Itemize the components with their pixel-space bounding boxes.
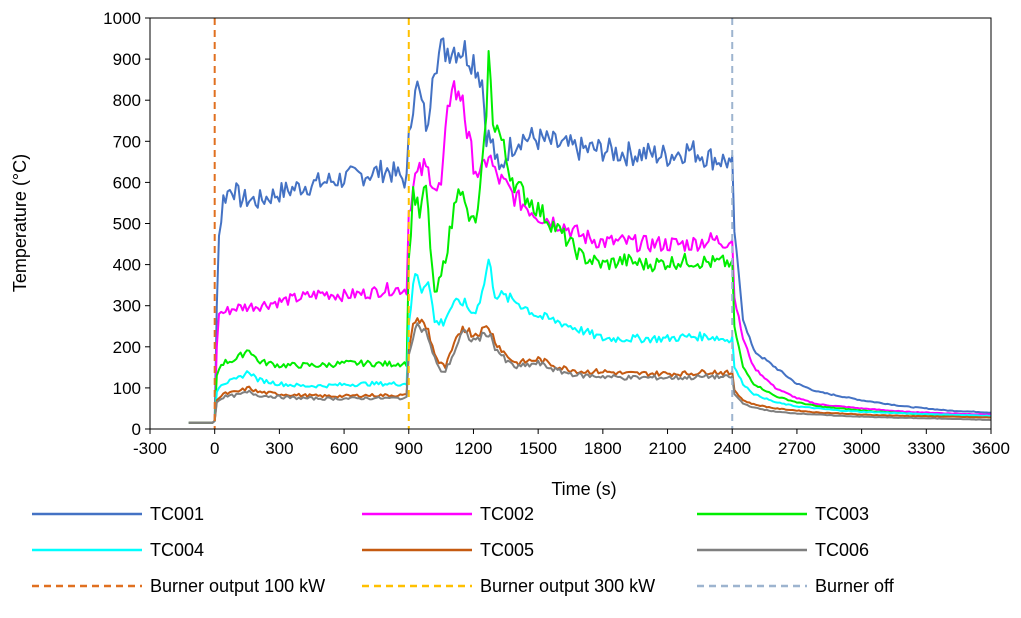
y-tick-label: 900 — [113, 50, 141, 69]
y-tick-label: 200 — [113, 338, 141, 357]
x-tick-label: -300 — [133, 439, 167, 458]
legend-label: Burner output 300 kW — [480, 576, 655, 596]
legend-item: TC004 — [32, 540, 204, 560]
legend-item: TC003 — [697, 504, 869, 524]
legend-label: TC003 — [815, 504, 869, 524]
series-line-tc003 — [188, 50, 991, 424]
y-axis-title: Temperature (°C) — [10, 154, 30, 292]
x-tick-label: 300 — [265, 439, 293, 458]
y-tick-label: 700 — [113, 132, 141, 151]
series-line-tc005 — [188, 317, 991, 424]
legend-label: Burner off — [815, 576, 895, 596]
y-tick-label: 100 — [113, 379, 141, 398]
legend-item: Burner output 300 kW — [362, 576, 655, 596]
legend-item: TC001 — [32, 504, 204, 524]
x-tick-label: 2700 — [778, 439, 816, 458]
x-tick-label: 3000 — [843, 439, 881, 458]
axes: -300 0 300 600 900 1200 1500 1800 2100 2400 2700 30… — [103, 9, 1010, 458]
x-tick-label: 1800 — [584, 439, 622, 458]
x-tick-label: 1500 — [519, 439, 557, 458]
legend-item: TC002 — [362, 504, 534, 524]
legend: TC001 TC002 TC003 TC004 TC005 TC006 Burner out… — [32, 504, 895, 596]
y-tick-label: 0 — [132, 420, 141, 439]
legend-label: TC005 — [480, 540, 534, 560]
legend-label: TC001 — [150, 504, 204, 524]
series-line-tc001 — [188, 37, 992, 424]
legend-label: TC004 — [150, 540, 204, 560]
y-tick-label: 400 — [113, 256, 141, 275]
x-tick-label: 0 — [210, 439, 219, 458]
y-tick-label: 1000 — [103, 9, 141, 28]
plot-area — [188, 18, 992, 429]
x-tick-label: 2100 — [649, 439, 687, 458]
x-tick-label: 3300 — [907, 439, 945, 458]
series-line-tc004 — [188, 258, 992, 424]
legend-item: TC005 — [362, 540, 534, 560]
x-tick-label: 900 — [395, 439, 423, 458]
legend-label: Burner output 100 kW — [150, 576, 325, 596]
y-tick-label: 800 — [113, 91, 141, 110]
x-axis-title: Time (s) — [551, 479, 616, 499]
y-tick-label: 300 — [113, 297, 141, 316]
y-tick-label: 600 — [113, 173, 141, 192]
y-tick-label: 500 — [113, 215, 141, 234]
series-line-tc006 — [188, 322, 992, 424]
x-tick-label: 3600 — [972, 439, 1010, 458]
legend-label: TC002 — [480, 504, 534, 524]
series-line-tc002 — [188, 80, 992, 424]
x-tick-label: 2400 — [713, 439, 751, 458]
x-tick-label: 1200 — [455, 439, 493, 458]
x-tick-label: 600 — [330, 439, 358, 458]
legend-item: Burner output 100 kW — [32, 576, 325, 596]
legend-item: Burner off — [697, 576, 895, 596]
legend-item: TC006 — [697, 540, 869, 560]
legend-label: TC006 — [815, 540, 869, 560]
